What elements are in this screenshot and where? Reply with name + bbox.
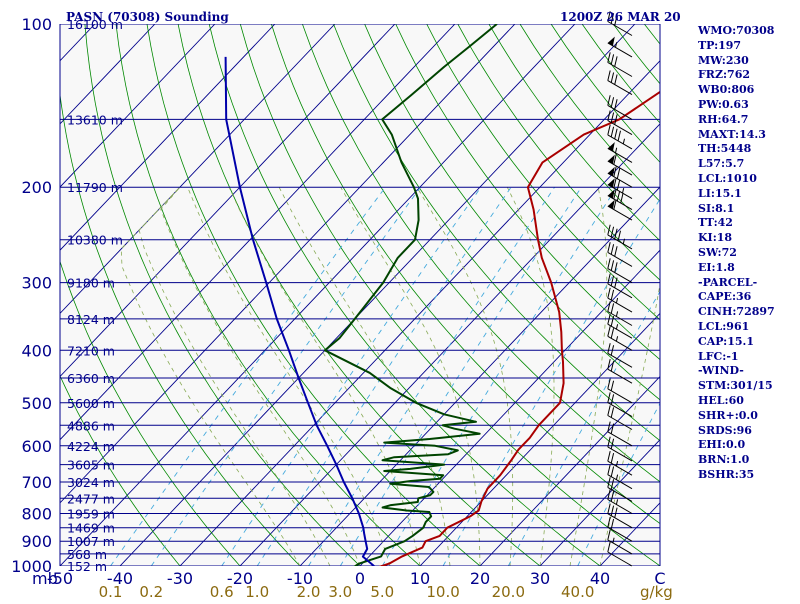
- temperature-tick-label: 20: [470, 569, 490, 588]
- observation-time: 1200Z 26 MAR 20: [560, 10, 681, 24]
- plot-area: [60, 24, 660, 566]
- height-label: 7210 m: [67, 343, 115, 358]
- height-label: 10380 m: [67, 233, 123, 248]
- temperature-tick-label: 30: [530, 569, 550, 588]
- stat-item: SW:72: [698, 246, 798, 261]
- temperature-tick-label: 0: [355, 569, 365, 588]
- height-label: 11790 m: [67, 180, 123, 195]
- temperature-tick-label: -30: [167, 569, 193, 588]
- stat-item: SRDS:96: [698, 424, 798, 439]
- pressure-tick-label: 100: [21, 15, 52, 34]
- stat-item: -PARCEL-: [698, 276, 798, 291]
- pressure-tick-label: 500: [21, 394, 52, 413]
- stat-item: HEL:60: [698, 394, 798, 409]
- stat-item: MW:230: [698, 54, 798, 69]
- mixing-ratio-tick-label: 0.2: [139, 583, 163, 600]
- height-label: 3605 m: [67, 458, 115, 473]
- mixing-ratio-tick-label: 0.1: [99, 583, 123, 600]
- height-label: 9180 m: [67, 276, 115, 291]
- stat-item: TH:5448: [698, 142, 798, 157]
- height-label: 6360 m: [67, 371, 115, 386]
- mixing-ratio-tick-label: 5.0: [370, 583, 394, 600]
- stat-item: EI:1.8: [698, 261, 798, 276]
- height-label: 8124 m: [67, 312, 115, 327]
- stat-item: PW:0.63: [698, 98, 798, 113]
- height-label: 3024 m: [67, 475, 115, 490]
- mixing-ratio-tick-label: 10.0: [426, 583, 459, 600]
- height-label: 4224 m: [67, 439, 115, 454]
- stat-item: CAP:15.1: [698, 335, 798, 350]
- stat-item: SHR+:0.0: [698, 409, 798, 424]
- stat-item: EHI:0.0: [698, 438, 798, 453]
- pressure-tick-label: 900: [21, 532, 52, 551]
- stat-item: RH:64.7: [698, 113, 798, 128]
- mixing-ratio-unit-label: g/kg: [640, 583, 673, 600]
- stat-item: FRZ:762: [698, 68, 798, 83]
- height-label: 2477 m: [67, 491, 115, 506]
- pressure-tick-label: 200: [21, 178, 52, 197]
- pressure-tick-label: 600: [21, 437, 52, 456]
- stat-item: CAPE:36: [698, 290, 798, 305]
- pressure-tick-label: 400: [21, 341, 52, 360]
- stat-item: SI:8.1: [698, 202, 798, 217]
- mixing-ratio-tick-label: 3.0: [328, 583, 352, 600]
- mixing-ratio-tick-label: 40.0: [561, 583, 594, 600]
- mixing-ratio-tick-label: 2.0: [297, 583, 321, 600]
- stat-item: TP:197: [698, 39, 798, 54]
- mixing-ratio-tick-label: 1.0: [245, 583, 269, 600]
- pressure-tick-label: 800: [21, 505, 52, 524]
- stat-item: LFC:-1: [698, 350, 798, 365]
- pressure-tick-label: 300: [21, 274, 52, 293]
- stat-item: LCL:961: [698, 320, 798, 335]
- stat-item: KI:18: [698, 231, 798, 246]
- stat-item: BRN:1.0: [698, 453, 798, 468]
- stat-item: BSHR:35: [698, 468, 798, 483]
- height-label: 5600 m: [67, 396, 115, 411]
- stat-item: STM:301/15: [698, 379, 798, 394]
- stat-item: WB0:806: [698, 83, 798, 98]
- temperature-tick-label: -50: [47, 569, 73, 588]
- stat-item: WMO:70308: [698, 24, 798, 39]
- stat-item: CINH:72897: [698, 305, 798, 320]
- station-title: PASN (70308) Sounding: [66, 10, 229, 24]
- stat-item: TT:42: [698, 216, 798, 231]
- stat-item: L57:5.7: [698, 157, 798, 172]
- height-label: 4886 m: [67, 418, 115, 433]
- height-label: 1959 m: [67, 507, 115, 522]
- mixing-ratio-tick-label: 20.0: [492, 583, 525, 600]
- mixing-ratio-tick-label: 0.6: [210, 583, 234, 600]
- stat-item: LI:15.1: [698, 187, 798, 202]
- stat-item: LCL:1010: [698, 172, 798, 187]
- stat-item: -WIND-: [698, 364, 798, 379]
- pressure-tick-label: 700: [21, 473, 52, 492]
- stat-item: MAXT:14.3: [698, 128, 798, 143]
- height-label: 13610 m: [67, 112, 123, 127]
